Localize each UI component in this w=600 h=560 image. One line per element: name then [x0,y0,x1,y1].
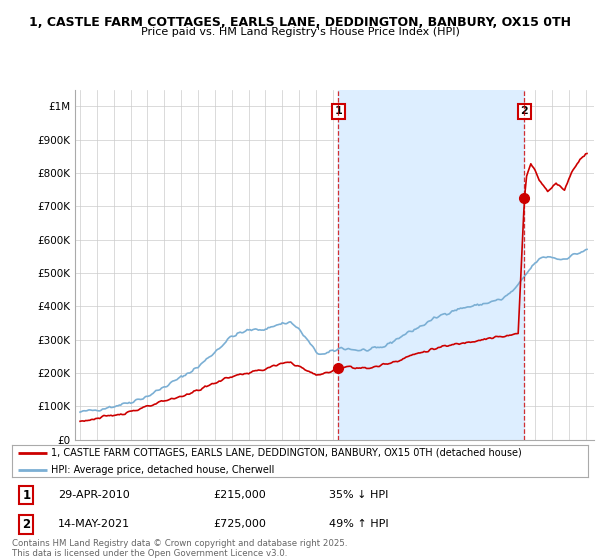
Text: Contains HM Land Registry data © Crown copyright and database right 2025.
This d: Contains HM Land Registry data © Crown c… [12,539,347,558]
Text: 49% ↑ HPI: 49% ↑ HPI [329,519,388,529]
Text: HPI: Average price, detached house, Cherwell: HPI: Average price, detached house, Cher… [51,465,275,475]
Text: 2: 2 [22,517,31,531]
Text: 2: 2 [521,106,528,116]
Text: 35% ↓ HPI: 35% ↓ HPI [329,490,388,500]
Text: 29-APR-2010: 29-APR-2010 [58,490,130,500]
Text: £725,000: £725,000 [214,519,266,529]
Bar [338,90,524,440]
Text: £215,000: £215,000 [214,490,266,500]
Text: 14-MAY-2021: 14-MAY-2021 [58,519,130,529]
Text: Price paid vs. HM Land Registry's House Price Index (HPI): Price paid vs. HM Land Registry's House … [140,27,460,37]
Text: 1, CASTLE FARM COTTAGES, EARLS LANE, DEDDINGTON, BANBURY, OX15 0TH (detached hou: 1, CASTLE FARM COTTAGES, EARLS LANE, DED… [51,448,522,458]
Text: 1, CASTLE FARM COTTAGES, EARLS LANE, DEDDINGTON, BANBURY, OX15 0TH: 1, CASTLE FARM COTTAGES, EARLS LANE, DED… [29,16,571,29]
Text: 1: 1 [22,488,31,502]
Text: 1: 1 [335,106,342,116]
